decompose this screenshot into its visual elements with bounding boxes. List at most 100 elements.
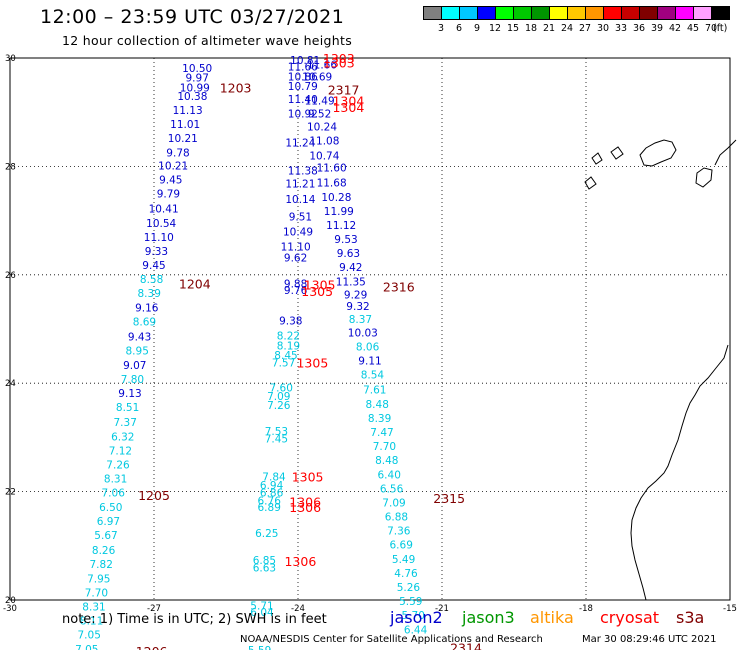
wave-height-value: 9.32 <box>346 301 369 313</box>
wave-height-value: 7.95 <box>87 573 110 585</box>
satellite-name: s3a <box>676 608 705 627</box>
wave-height-value: 11.12 <box>326 220 356 232</box>
wave-height-value: 10.28 <box>321 192 351 204</box>
y-tick-label: 30 <box>5 54 16 64</box>
wave-height-value: 11.10 <box>144 232 174 244</box>
wave-height-value: 8.22 <box>277 331 300 343</box>
wave-height-value: 7.06 <box>102 488 126 500</box>
pass-time-label: 1304 <box>332 93 364 108</box>
wave-height-value: 6.44 <box>404 624 428 636</box>
wave-height-value: 9.11 <box>358 355 381 367</box>
wave-height-value: 9.16 <box>135 302 159 314</box>
wave-height-value: 11.68 <box>317 178 347 190</box>
wave-height-value: 11.35 <box>336 276 366 288</box>
wave-height-value: 11.01 <box>170 119 200 131</box>
wave-height-value: 9.76 <box>284 285 308 297</box>
wave-height-value: 7.70 <box>85 587 108 599</box>
wave-height-value: 9.13 <box>118 388 141 400</box>
wave-height-value: 6.50 <box>99 502 122 514</box>
map-frame <box>9 57 731 601</box>
legend-label: 12 <box>488 23 502 34</box>
x-tick-label: -24 <box>291 604 305 614</box>
canary-island-2 <box>695 167 713 188</box>
wave-height-value: 6.63 <box>253 562 276 574</box>
wave-height-value: 7.80 <box>121 374 144 386</box>
wave-height-value: 10.69 <box>302 71 332 83</box>
wave-height-value: 7.84 <box>262 471 286 483</box>
x-tick-label: -30 <box>3 604 17 614</box>
canary-island-1 <box>639 139 677 167</box>
wave-height-value: 7.61 <box>363 385 386 397</box>
wave-height-value: 11.10 <box>281 242 311 254</box>
wave-height-value: 10.92 <box>288 108 318 120</box>
frame-border <box>9 57 731 601</box>
legend-label: 3 <box>437 23 445 34</box>
legend-label: 21 <box>542 23 556 34</box>
generated-timestamp: Mar 30 08:29:46 UTC 2021 <box>582 634 717 645</box>
pass-time-label: 1305 <box>304 278 336 293</box>
wave-height-value: 9.33 <box>145 246 168 258</box>
wave-height-value: 10.79 <box>288 81 318 93</box>
x-tick-label: -27 <box>147 604 161 614</box>
wave-height-value: 9.53 <box>334 234 357 246</box>
x-tick-label: -21 <box>435 604 449 614</box>
pass-time-label: 1205 <box>138 488 170 503</box>
wave-height-value: 11.38 <box>288 166 318 178</box>
wave-height-value: 7.70 <box>373 441 396 453</box>
wave-height-value: 5.49 <box>392 554 415 566</box>
africa-coastline <box>630 344 729 601</box>
wave-height-value: 10.54 <box>146 218 176 230</box>
pass-time-label: 2314 <box>450 641 482 650</box>
legend-label: 18 <box>524 23 538 34</box>
wave-height-value: 8.31 <box>82 602 105 614</box>
pass-time-label: 1306 <box>289 500 321 515</box>
wave-height-value: 7.45 <box>265 433 288 445</box>
coastline <box>584 139 737 601</box>
chart-title: 12:00 – 23:59 UTC 03/27/2021 <box>40 6 345 28</box>
axis-ticks: -30 -27 -24 -21 -18 -15 30 28 26 24 22 20 <box>3 54 737 614</box>
pass-time-label: 2316 <box>383 280 415 295</box>
wave-height-value: 10.49 <box>283 226 313 238</box>
wave-height-value: 11.49 <box>305 95 335 107</box>
color-scale-legend: 3 6 9 12 15 18 21 24 27 30 33 36 39 42 45 70 (ft) <box>423 6 730 38</box>
wave-height-value: 6.88 <box>385 512 408 524</box>
wave-height-value: 9.42 <box>339 262 362 274</box>
legend-label: 36 <box>632 23 646 34</box>
legend-label: 45 <box>686 23 700 34</box>
wave-height-value: 7.09 <box>382 497 405 509</box>
wave-height-value: 6.94 <box>260 480 284 492</box>
wave-height-value: 7.12 <box>109 445 132 457</box>
wave-height-value: 5.59 <box>399 596 422 608</box>
wave-height-value: 9.43 <box>128 332 151 344</box>
wave-height-value: 6.32 <box>111 431 134 443</box>
wave-height-value: 10.21 <box>158 160 188 172</box>
wave-height-value: 7.05 <box>75 644 98 650</box>
pass-time-label: 2317 <box>328 82 360 97</box>
canary-island-3 <box>714 139 737 166</box>
wave-height-value: 11.60 <box>317 162 347 174</box>
wave-height-value: 9.88 <box>284 278 307 290</box>
wave-height-value: 8.06 <box>356 341 380 353</box>
legend-label: 6 <box>455 23 463 34</box>
wave-height-value: 8.95 <box>126 346 149 358</box>
wave-height-value: 7.26 <box>267 400 291 412</box>
wave-height-value: 9.62 <box>284 252 307 264</box>
pass-time-label: 1303 <box>323 55 355 70</box>
canary-island-4 <box>610 146 624 160</box>
wave-height-value: 9.63 <box>337 248 360 260</box>
wave-height-value: 6.56 <box>380 483 404 495</box>
wave-height-value: 11.66 <box>288 62 318 74</box>
wave-height-value: 7.26 <box>106 460 130 472</box>
wave-height-value: 8.48 <box>366 399 389 411</box>
y-tick-label: 20 <box>5 596 16 606</box>
wave-height-value: 10.41 <box>149 204 179 216</box>
pass-time-label: 1306 <box>289 494 321 509</box>
wave-height-value: 5.59 <box>248 645 271 650</box>
wave-height-value: 8.48 <box>375 455 398 467</box>
credit-line: NOAA/NESDIS Center for Satellite Applica… <box>240 634 543 645</box>
wave-height-value: 11.21 <box>285 179 315 191</box>
wave-height-value: 6.76 <box>258 495 282 507</box>
wave-height-value: 8.51 <box>116 402 139 414</box>
